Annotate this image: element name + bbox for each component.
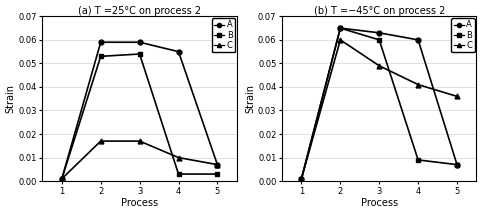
Legend: A, B, C: A, B, C [212, 18, 235, 52]
B [337, 27, 343, 29]
A [175, 50, 181, 53]
A [98, 41, 104, 43]
B [454, 163, 460, 166]
A [454, 163, 460, 166]
B [137, 53, 143, 55]
B [175, 173, 181, 175]
B [376, 39, 382, 41]
Line: A: A [299, 26, 459, 181]
C [415, 83, 421, 86]
B [298, 177, 304, 180]
Title: (b) T =−45°C on process 2: (b) T =−45°C on process 2 [313, 6, 445, 16]
Line: B: B [59, 52, 220, 181]
C [337, 39, 343, 41]
C [454, 95, 460, 98]
X-axis label: Process: Process [361, 198, 398, 208]
A [415, 39, 421, 41]
C [175, 156, 181, 159]
Legend: A, B, C: A, B, C [452, 18, 475, 52]
Line: C: C [59, 139, 220, 181]
A [376, 31, 382, 34]
C [214, 163, 220, 166]
A [298, 177, 304, 180]
A [214, 163, 220, 166]
A [337, 27, 343, 29]
C [298, 177, 304, 180]
B [59, 177, 65, 180]
Title: (a) T =25°C on process 2: (a) T =25°C on process 2 [78, 6, 201, 16]
Line: B: B [299, 26, 459, 181]
X-axis label: Process: Process [121, 198, 158, 208]
A [59, 177, 65, 180]
C [376, 64, 382, 67]
B [98, 55, 104, 58]
C [137, 140, 143, 142]
C [98, 140, 104, 142]
C [59, 177, 65, 180]
B [214, 173, 220, 175]
Y-axis label: Strain: Strain [6, 84, 15, 113]
Y-axis label: Strain: Strain [245, 84, 255, 113]
Line: C: C [299, 37, 459, 181]
Line: A: A [59, 40, 220, 181]
A [137, 41, 143, 43]
B [415, 159, 421, 161]
